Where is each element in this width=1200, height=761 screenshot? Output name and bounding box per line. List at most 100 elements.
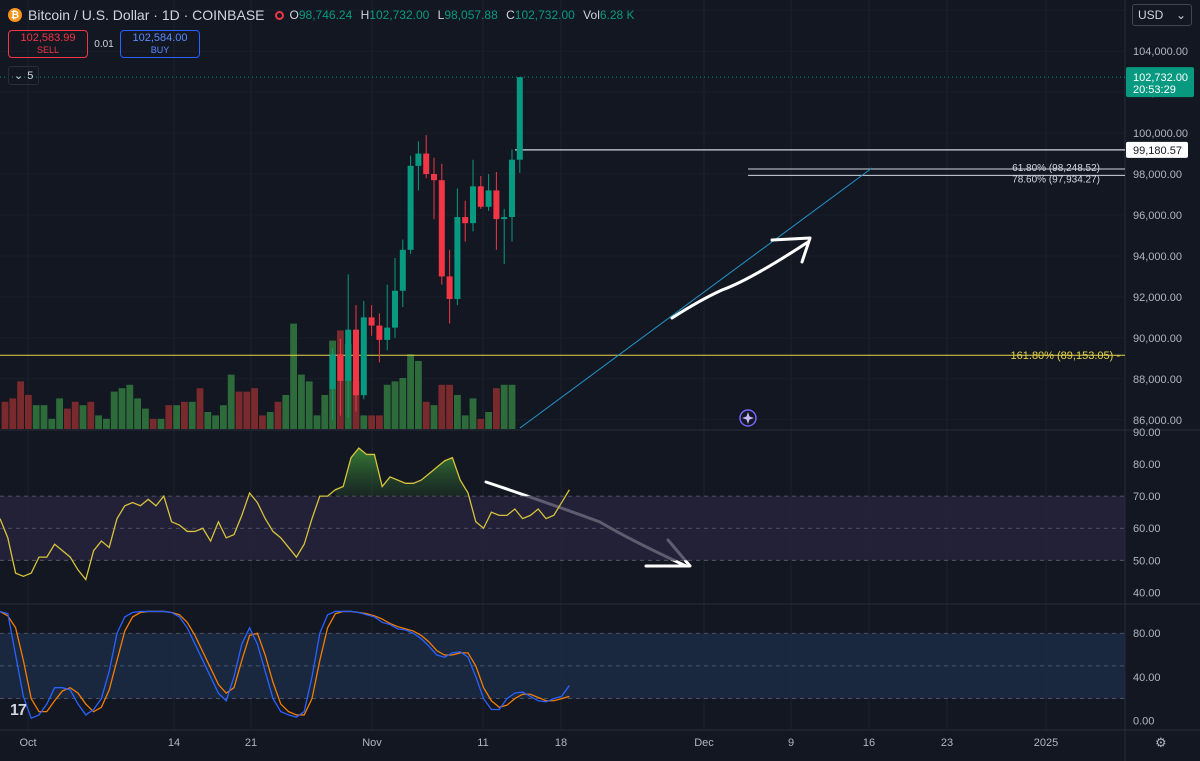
candle-body: [384, 327, 391, 340]
rsi-tick-label: 70.00: [1133, 491, 1161, 503]
price-tick-label: 104,000.00: [1133, 46, 1188, 58]
volume-bar: [79, 405, 87, 429]
buy-button[interactable]: 102,584.00 BUY: [120, 30, 200, 58]
stoch-tick-label: 40.00: [1133, 672, 1161, 684]
candle-body: [329, 354, 336, 390]
volume-bar: [142, 408, 149, 429]
symbol-title[interactable]: Bitcoin / U.S. Dollar · 1D · COINBASE: [28, 7, 265, 23]
up-arrow-head: [770, 236, 812, 264]
volume-bar: [485, 412, 492, 429]
x-tick-label: 21: [245, 737, 257, 749]
price-tick-label: 86,000.00: [1133, 415, 1182, 427]
price-tick-label: 90,000.00: [1133, 333, 1182, 345]
x-tick-label: 16: [863, 737, 875, 749]
symbol-header: ₿ Bitcoin / U.S. Dollar · 1D · COINBASE …: [8, 5, 635, 25]
volume-bar: [157, 418, 165, 429]
price-tick-label: 94,000.00: [1133, 251, 1182, 263]
volume-bar: [126, 384, 134, 429]
candle-body: [345, 329, 352, 381]
volume-bar: [493, 388, 500, 429]
volume-bar: [251, 388, 258, 429]
volume-value: 6.28 K: [599, 8, 635, 22]
candle-body: [462, 217, 469, 224]
volume-bar: [422, 401, 430, 429]
rsi-line: [0, 447, 570, 581]
rsi-tick-label: 60.00: [1133, 523, 1161, 535]
volume-bar: [110, 391, 118, 429]
price-tick-label: 92,000.00: [1133, 292, 1182, 304]
sparkle-icon: [739, 409, 757, 427]
volume-bar: [407, 354, 414, 429]
up-arrow-shaft: [670, 240, 810, 320]
volume-bar: [87, 401, 95, 429]
volume-bar: [149, 418, 157, 429]
volume-bar: [227, 374, 235, 429]
fib-label: 61.80% (98,248.52): [1012, 163, 1100, 174]
volume-bar: [477, 418, 485, 429]
candle-body: [446, 276, 453, 299]
x-tick-label: 18: [555, 737, 567, 749]
volume-bar: [376, 415, 383, 429]
open-label: O: [289, 8, 299, 22]
high-value: 102,732.00: [369, 8, 430, 22]
volume-bar: [391, 381, 399, 429]
indicators-count: 5: [27, 69, 34, 82]
sell-label: SELL: [36, 45, 60, 55]
x-tick-label: Dec: [694, 737, 714, 749]
rsi-tick-label: 40.00: [1133, 587, 1161, 599]
indicators-toggle-button[interactable]: ⌄ 5: [8, 66, 40, 85]
tradingview-logo-icon: 17: [10, 702, 27, 719]
price-tick-label: 100,000.00: [1133, 128, 1188, 140]
x-tick-label: Nov: [362, 737, 382, 749]
sell-button[interactable]: 102,583.99 SELL: [8, 30, 88, 58]
candle-body: [353, 329, 359, 396]
volume-bar: [56, 398, 63, 429]
currency-select[interactable]: USD ⌄: [1132, 4, 1192, 26]
candle-body: [477, 186, 484, 207]
volume-bar: [430, 405, 438, 429]
x-tick-label: 9: [788, 737, 794, 749]
volume-bar: [259, 415, 266, 429]
volume-label: Vol: [583, 8, 600, 22]
candle-body: [493, 190, 500, 220]
volume-bar: [446, 384, 453, 429]
candle-body: [368, 317, 375, 326]
bitcoin-icon: ₿: [8, 8, 22, 22]
volume-bar: [321, 395, 329, 429]
rsi-tick-label: 50.00: [1133, 555, 1161, 567]
volume-bar: [266, 412, 274, 429]
volume-bar: [282, 395, 290, 429]
volume-bar: [9, 398, 17, 429]
volume-bar: [508, 384, 516, 429]
volume-bar: [313, 415, 321, 429]
ohlc-readout: O98,746.24 H102,732.00 L98,057.88 C102,7…: [290, 8, 635, 22]
trend-line: [519, 167, 873, 429]
open-value: 98,746.24: [298, 8, 353, 22]
resistance-value: 99,180.57: [1133, 145, 1182, 157]
volume-bar: [95, 415, 102, 429]
resistance-badge: [1126, 141, 1188, 158]
volume-bar: [305, 381, 313, 429]
buy-price: 102,584.00: [132, 32, 188, 44]
candle-body: [485, 190, 492, 207]
volume-bar: [383, 384, 391, 429]
volume-bar: [188, 401, 196, 429]
volume-bar: [181, 401, 188, 429]
trade-panel: 102,583.99 SELL 0.01 102,584.00 BUY: [8, 30, 200, 58]
volume-bar: [415, 361, 422, 429]
gear-icon[interactable]: ⚙: [1155, 735, 1167, 750]
volume-bar: [298, 374, 305, 429]
candle-body: [360, 317, 367, 396]
volume-bar: [454, 395, 461, 429]
candle-body: [431, 174, 437, 181]
candlesticks: [329, 77, 523, 420]
rsi-tick-label: 90.00: [1133, 427, 1161, 439]
market-status-icon[interactable]: [274, 10, 284, 20]
volume-bar: [220, 405, 227, 429]
x-tick-label: Oct: [19, 737, 36, 749]
rsi-pane: [0, 447, 1125, 581]
volume-bar: [235, 391, 243, 429]
volume-bar: [165, 405, 173, 429]
candle-body: [509, 159, 515, 218]
